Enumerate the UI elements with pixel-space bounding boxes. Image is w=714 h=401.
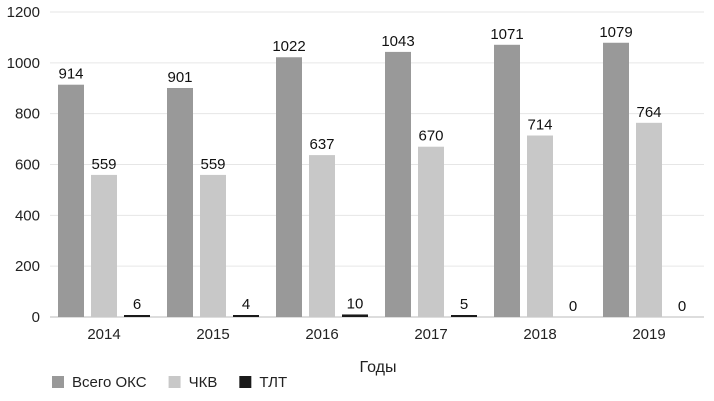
bars: 914 559 6 901 559 4 1022 637 10 1043 670 5 1071 714 0 1… [58,24,686,318]
data-label: 764 [636,104,661,121]
y-axis: 0 200 400 600 800 1000 1200 [7,4,40,326]
x-tick-label: 2019 [632,326,665,343]
y-tick-label: 1200 [7,4,40,21]
bar-чкв-2017 [418,146,444,317]
legend-label: ЧКВ [189,374,218,391]
bar-тлт-2017 [451,315,477,317]
bar-чкв-2018 [527,135,553,317]
x-axis-title: Годы [360,359,397,376]
data-label: 714 [527,117,552,134]
legend-label: ТЛТ [259,374,287,391]
y-tick-label: 1000 [7,55,40,72]
legend: Всего ОКС ЧКВ ТЛТ [52,374,287,391]
x-axis: 2014 2015 2016 2017 2018 2019 [87,326,665,343]
bar-чкв-2014 [91,174,117,317]
legend-swatch [52,376,64,388]
x-tick-label: 2015 [196,326,229,343]
legend-swatch [239,376,252,388]
data-label: 5 [460,296,468,313]
x-tick-label: 2018 [523,326,556,343]
legend-label: Всего ОКС [72,374,147,391]
x-tick-label: 2014 [87,326,120,343]
bar-всего-окс-2016 [276,57,302,317]
y-tick-label: 0 [32,309,40,326]
x-tick-label: 2017 [414,326,447,343]
y-tick-label: 800 [15,106,40,123]
bar-всего-окс-2017 [385,51,411,317]
data-label: 637 [309,136,334,153]
data-label: 10 [347,295,364,312]
bar-тлт-2016 [342,314,368,317]
data-label: 914 [58,66,83,83]
data-label: 0 [678,298,686,315]
data-label: 0 [569,298,577,315]
data-label: 901 [167,69,192,86]
data-label: 1071 [490,26,523,43]
x-tick-label: 2016 [305,326,338,343]
y-tick-label: 600 [15,157,40,174]
bar-чкв-2016 [309,155,335,317]
data-label: 1079 [599,24,632,41]
data-label: 1022 [272,38,305,55]
bar-всего-окс-2019 [603,42,629,318]
bar-тлт-2015 [233,315,259,317]
data-label: 559 [91,156,116,173]
legend-swatch [168,376,181,388]
bar-чкв-2019 [636,122,662,317]
bar-тлт-2014 [124,315,150,317]
data-label: 1043 [381,33,414,50]
data-label: 670 [418,128,443,145]
data-label: 559 [200,156,225,173]
data-label: 6 [133,296,141,313]
bar-всего-окс-2015 [167,87,193,317]
y-tick-label: 400 [15,207,40,224]
y-tick-label: 200 [15,258,40,275]
bar-всего-окс-2014 [58,84,84,317]
bar-всего-окс-2018 [494,44,520,317]
data-label: 4 [242,296,250,313]
gridlines [50,11,704,318]
bar-чкв-2015 [200,174,226,317]
